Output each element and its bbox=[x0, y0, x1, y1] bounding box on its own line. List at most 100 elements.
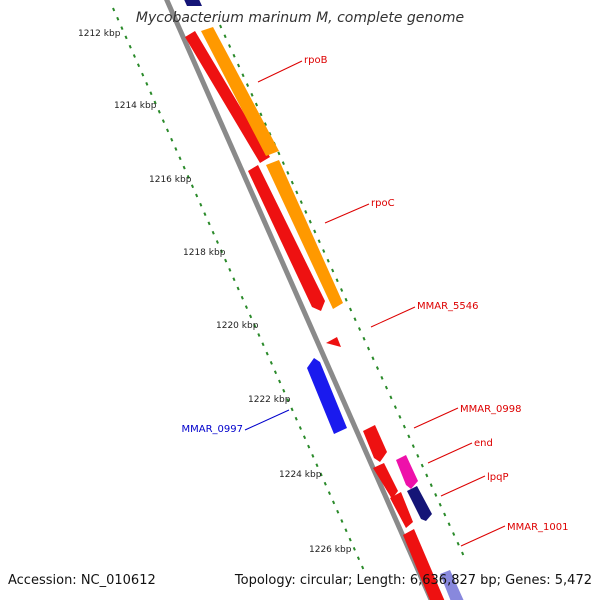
gene-feature-rpoB-inner[interactable] bbox=[185, 31, 270, 163]
gene-feature-end[interactable] bbox=[396, 455, 418, 489]
scale-tick bbox=[203, 212, 207, 216]
scale-tick bbox=[290, 407, 294, 412]
genome-backbone bbox=[164, 0, 434, 600]
gene-feature-rpoC-inner[interactable] bbox=[248, 165, 325, 311]
scale-tick bbox=[344, 297, 348, 302]
scale-tick bbox=[236, 286, 240, 291]
leader-rpoB bbox=[257, 60, 303, 83]
tick-label: 1216 kbp bbox=[149, 175, 192, 185]
scale-tick bbox=[420, 463, 424, 468]
scale-tick bbox=[211, 230, 215, 235]
scale-tick bbox=[237, 63, 241, 68]
scale-tick bbox=[290, 180, 294, 185]
scale-tick bbox=[344, 528, 348, 533]
scale-tick bbox=[245, 83, 250, 87]
gene-label-MMAR_1001[interactable]: MMAR_1001 bbox=[507, 522, 569, 533]
scale-tick bbox=[199, 202, 203, 207]
gene-label-MMAR_5546[interactable]: MMAR_5546 bbox=[417, 301, 479, 312]
tick-label: 1226 kbp bbox=[309, 545, 352, 555]
gene-feature-MMAR_0998[interactable] bbox=[363, 425, 387, 462]
scale-tick bbox=[366, 346, 371, 351]
scale-tick bbox=[153, 100, 157, 105]
gene-feature-rpoC[interactable] bbox=[266, 160, 343, 309]
gene-label-end[interactable]: end bbox=[474, 438, 493, 449]
leader-MMAR_1001 bbox=[460, 525, 506, 547]
scale-tick bbox=[136, 63, 141, 68]
scale-tick bbox=[323, 481, 327, 486]
scale-tick bbox=[232, 53, 236, 58]
scale-tick bbox=[393, 405, 397, 409]
scale-tick bbox=[269, 361, 273, 365]
scale-tick bbox=[298, 426, 302, 430]
map-title: Mycobacterium marinum M, complete genome bbox=[135, 10, 465, 26]
scale-tick bbox=[335, 278, 339, 283]
gene-feature-MMAR_0997[interactable] bbox=[307, 358, 347, 434]
scale-tick bbox=[304, 210, 308, 214]
tick-label: 1222 kbp bbox=[248, 395, 291, 405]
scale-tick bbox=[452, 532, 456, 536]
leader-MMAR_0998 bbox=[413, 407, 459, 429]
scale-tick bbox=[302, 435, 307, 440]
gene-label-MMAR_0998[interactable]: MMAR_0998 bbox=[460, 404, 522, 415]
scale-tick bbox=[112, 7, 116, 12]
gene-feature-top-clipped[interactable] bbox=[182, 0, 202, 6]
scale-tick bbox=[263, 122, 267, 126]
scale-tick bbox=[195, 193, 199, 198]
gene-feature-MMAR_1001-inner[interactable] bbox=[390, 492, 413, 528]
scale-tick bbox=[317, 239, 321, 244]
scale-tick bbox=[322, 249, 326, 253]
scale-tick bbox=[389, 395, 393, 400]
scale-tick bbox=[223, 34, 227, 39]
gene-label-rpoC[interactable]: rpoC bbox=[371, 198, 395, 209]
gene-feature-small-red[interactable] bbox=[373, 463, 398, 499]
scale-tick bbox=[299, 200, 303, 205]
scale-tick bbox=[362, 336, 366, 341]
scale-tick bbox=[259, 112, 263, 117]
scale-tick bbox=[240, 295, 244, 300]
scale-tick bbox=[244, 305, 248, 309]
scale-tick bbox=[416, 454, 420, 458]
scale-tick bbox=[429, 483, 433, 488]
scale-tick bbox=[190, 184, 195, 189]
scale-tick bbox=[215, 240, 219, 244]
gene-feature-MMAR_5546[interactable] bbox=[326, 337, 341, 347]
leader-end bbox=[427, 442, 473, 464]
scale-tick bbox=[349, 307, 353, 312]
scale-tick bbox=[371, 356, 375, 361]
scale-tick bbox=[295, 190, 299, 195]
gene-feature-lpqP[interactable] bbox=[407, 486, 432, 521]
scale-tick bbox=[157, 109, 161, 114]
scale-tick bbox=[327, 491, 331, 495]
tick-label: 1212 kbp bbox=[78, 29, 121, 39]
minor-tick-track bbox=[219, 24, 465, 556]
scale-tick bbox=[398, 414, 402, 419]
label-leaders bbox=[244, 60, 506, 547]
scale-tick bbox=[219, 24, 223, 29]
scale-tick bbox=[319, 472, 323, 477]
scale-tick bbox=[228, 44, 232, 48]
scale-tick bbox=[425, 473, 429, 478]
gene-feature-MMAR_1001[interactable] bbox=[403, 529, 446, 600]
scale-tick bbox=[286, 398, 290, 402]
scale-tick bbox=[141, 72, 145, 77]
gene-feature-bottom-faded[interactable] bbox=[440, 570, 468, 600]
scale-tick bbox=[443, 512, 447, 517]
gene-label-lpqP[interactable]: lpqP bbox=[487, 472, 509, 483]
scale-tick bbox=[186, 175, 190, 179]
gene-feature-rpoB[interactable] bbox=[201, 27, 279, 156]
scale-tick bbox=[277, 151, 281, 156]
scale-tick bbox=[116, 16, 120, 21]
scale-tick bbox=[356, 556, 361, 561]
scale-tick bbox=[132, 54, 136, 58]
scale-tick bbox=[461, 551, 465, 556]
scale-tick bbox=[149, 91, 153, 96]
leader-lpqP bbox=[440, 475, 486, 497]
gene-label-MMAR_0997[interactable]: MMAR_0997 bbox=[182, 424, 244, 435]
scale-tick bbox=[249, 314, 253, 319]
gene-label-rpoB[interactable]: rpoB bbox=[304, 55, 328, 66]
scale-tick bbox=[375, 366, 380, 370]
scale-tick bbox=[438, 502, 442, 507]
scale-tick bbox=[311, 454, 315, 458]
scale-tick bbox=[308, 219, 312, 224]
